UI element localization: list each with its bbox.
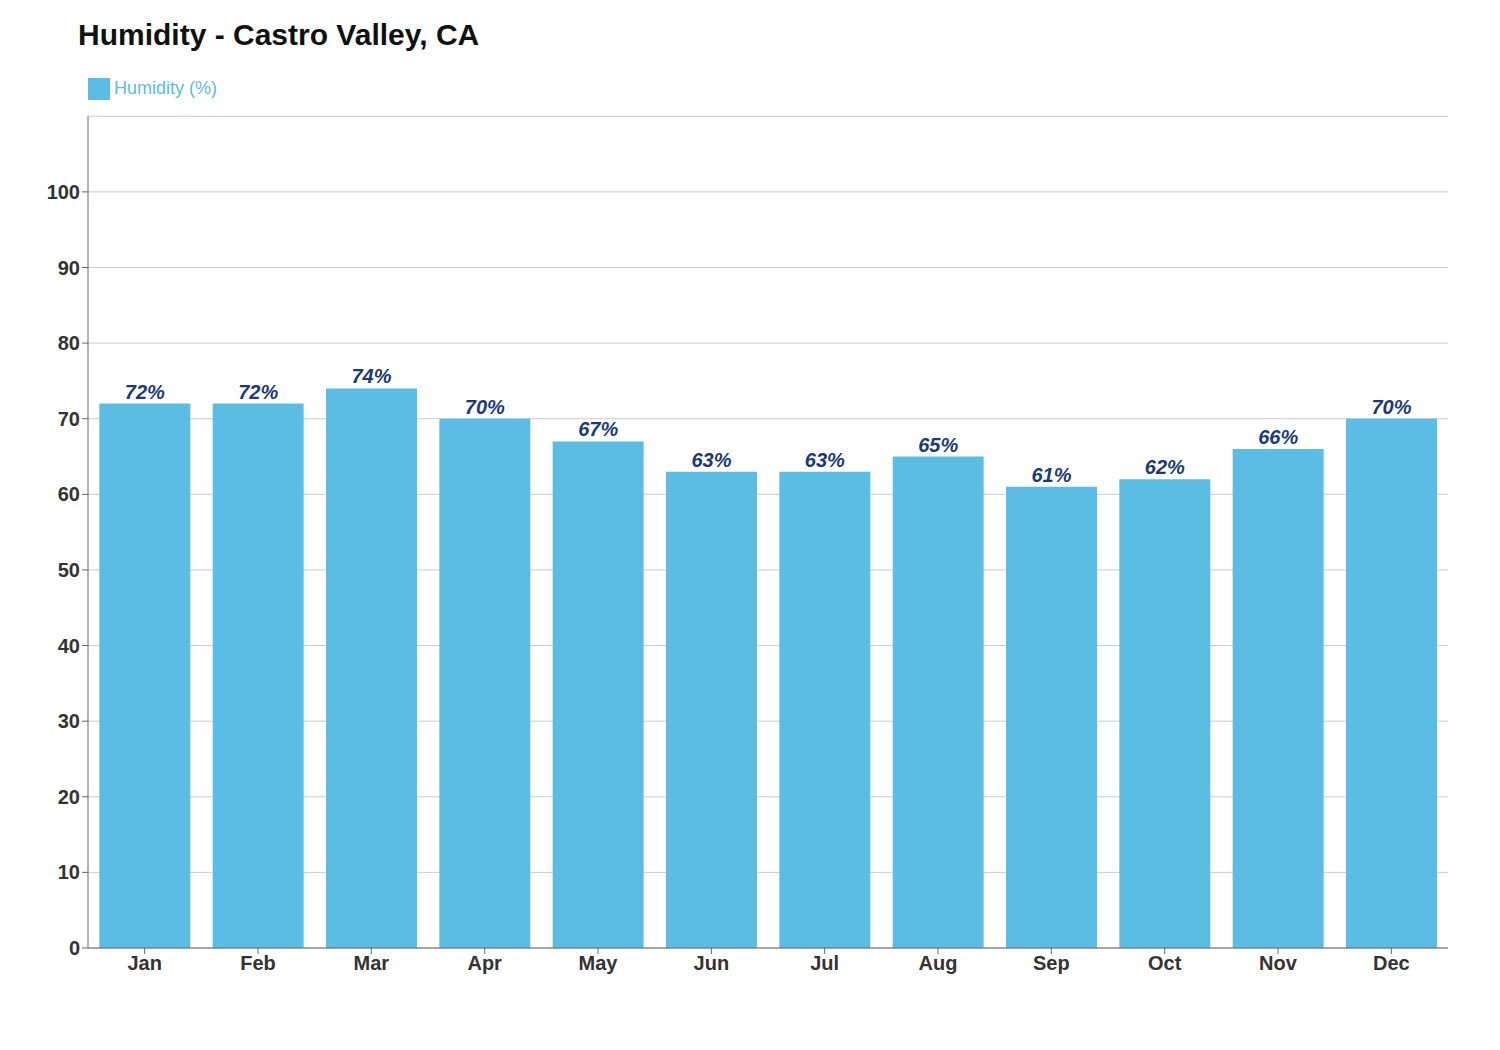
svg-text:Jun: Jun	[694, 952, 730, 974]
svg-text:May: May	[579, 952, 619, 974]
svg-text:Oct: Oct	[1148, 952, 1182, 974]
svg-text:30: 30	[58, 710, 80, 732]
svg-text:65%: 65%	[918, 434, 958, 456]
svg-text:66%: 66%	[1258, 426, 1298, 448]
svg-text:Jul: Jul	[810, 952, 839, 974]
svg-text:74%: 74%	[351, 365, 391, 387]
svg-text:0: 0	[69, 937, 80, 959]
svg-text:Dec: Dec	[1373, 952, 1410, 974]
svg-text:Sep: Sep	[1033, 952, 1070, 974]
svg-text:Aug: Aug	[919, 952, 958, 974]
svg-text:40: 40	[58, 635, 80, 657]
svg-text:70: 70	[58, 408, 80, 430]
html-text:Humidity (%): Humidity (%)	[114, 78, 217, 98]
svg-text:20: 20	[58, 786, 80, 808]
html-text:Humidity - Castro Valley, CA: Humidity - Castro Valley, CA	[78, 18, 480, 51]
svg-text:70%: 70%	[465, 396, 505, 418]
svg-text:Apr: Apr	[467, 952, 502, 974]
svg-text:80: 80	[58, 332, 80, 354]
svg-text:63%: 63%	[691, 449, 731, 471]
svg-text:90: 90	[58, 257, 80, 279]
svg-text:60: 60	[58, 483, 80, 505]
svg-text:61%: 61%	[1031, 464, 1071, 486]
svg-text:Jan: Jan	[127, 952, 161, 974]
svg-text:100: 100	[47, 181, 80, 203]
svg-text:10: 10	[58, 861, 80, 883]
svg-text:63%: 63%	[805, 449, 845, 471]
svg-text:50: 50	[58, 559, 80, 581]
svg-text:62%: 62%	[1145, 456, 1185, 478]
svg-text:67%: 67%	[578, 418, 618, 440]
svg-text:Mar: Mar	[354, 952, 390, 974]
svg-text:70%: 70%	[1371, 396, 1411, 418]
svg-text:72%: 72%	[238, 381, 278, 403]
svg-text:72%: 72%	[125, 381, 165, 403]
svg-text:Feb: Feb	[240, 952, 276, 974]
svg-text:Nov: Nov	[1259, 952, 1298, 974]
